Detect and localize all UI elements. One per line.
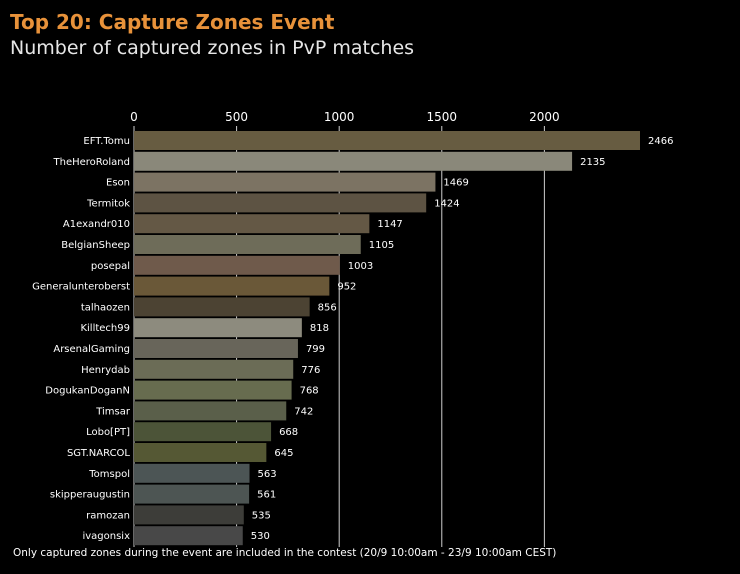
category-label: posepal [91,261,130,272]
chart-title: Top 20: Capture Zones Event [10,10,335,34]
bar [134,255,340,275]
category-label: TheHeroRoland [53,157,131,168]
value-label: 1003 [348,261,373,272]
bar [134,401,287,421]
value-label: 561 [257,490,276,501]
category-label: EFT.Tomu [83,136,130,147]
value-label: 856 [318,302,337,313]
bar [134,151,573,171]
value-label: 535 [252,510,271,521]
bar [134,193,427,213]
value-label: 799 [306,344,325,355]
category-label: ramozan [86,510,130,521]
bar [134,339,298,358]
x-tick-label: 0 [130,110,138,124]
value-label: 2135 [580,157,605,168]
bar [134,380,292,400]
bar [134,422,272,442]
value-label: 818 [310,323,329,334]
value-label: 645 [274,448,293,459]
bar [134,359,294,379]
value-label: 1469 [443,178,468,189]
chart-footnote: Only captured zones during the event are… [13,547,557,559]
category-label: Tomspol [88,469,130,480]
category-label: ivagonsix [82,531,130,542]
bar [134,131,640,150]
category-label: skipperaugustin [50,490,130,501]
category-label: Generalunteroberst [32,282,130,293]
category-label: Eson [106,178,130,189]
value-label: 742 [294,406,313,417]
chart-subtitle: Number of captured zones in PvP matches [10,37,415,59]
value-label: 1105 [369,240,394,251]
category-label: ArsenalGaming [53,344,130,355]
bar [134,214,370,234]
value-label: 530 [251,531,270,542]
category-label: SGT.NARCOL [67,448,130,459]
category-label: BelgianSheep [61,240,130,251]
category-label: A1exandr010 [63,219,130,230]
category-label: Killtech99 [80,323,130,334]
x-tick-label: 2000 [529,110,560,124]
value-label: 668 [279,427,298,438]
bar [134,443,267,462]
category-label: Henrydab [81,365,130,376]
x-tick-label: 1500 [427,110,458,124]
category-label: Timsar [95,406,131,417]
bar [134,505,244,525]
value-label: 776 [301,365,320,376]
category-label: DogukanDoganN [45,386,130,397]
bar [134,463,250,483]
bar [134,526,243,546]
bar [134,297,310,317]
value-label: 2466 [648,136,673,147]
value-label: 768 [300,386,319,397]
category-label: Termitok [86,198,130,209]
value-label: 563 [258,469,277,480]
category-label: Lobo[PT] [86,427,130,438]
x-tick-label: 1000 [324,110,355,124]
value-label: 1424 [434,198,459,209]
x-tick-label: 500 [225,110,248,124]
bar [134,172,436,192]
bar [134,484,250,504]
bar [134,235,361,254]
category-label: talhaozen [81,302,130,313]
bar [134,318,302,338]
value-label: 1147 [377,219,402,230]
bar [134,276,330,296]
value-label: 952 [337,282,356,293]
